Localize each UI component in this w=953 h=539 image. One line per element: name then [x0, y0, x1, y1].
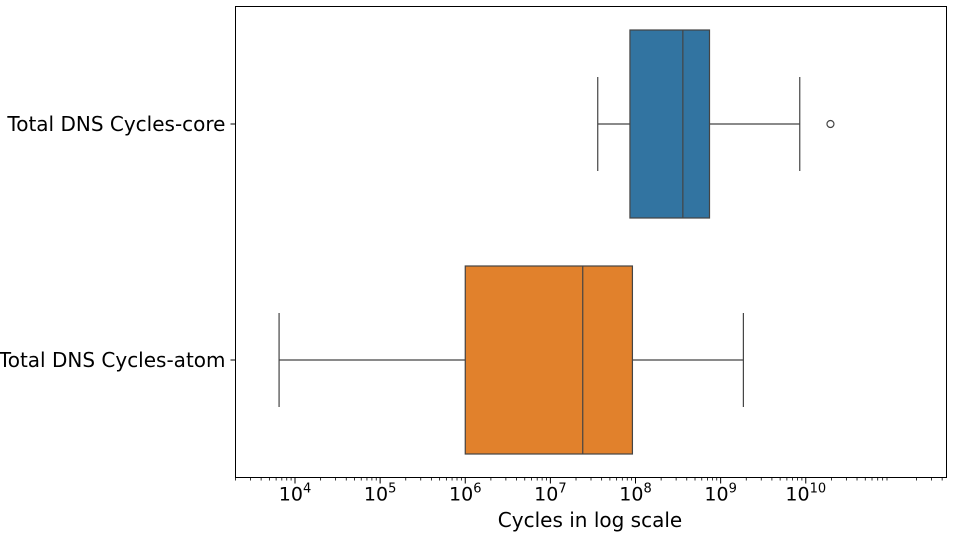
iqr-box: [464, 265, 634, 455]
x-axis: 104 105 106 107 108 109 1010: [235, 477, 943, 506]
category-label: Total DNS Cycles-core: [6, 112, 225, 136]
box-group: [278, 265, 744, 455]
category-label: Total DNS Cycles-atom: [0, 348, 226, 372]
boxes-layer: [278, 29, 835, 455]
x-tick-label: 105: [364, 482, 396, 506]
category-labels-layer: Total DNS Cycles-core Total DNS Cycles-at…: [0, 112, 236, 372]
x-tick-label: 1010: [785, 482, 826, 506]
x-tick-label: 104: [279, 482, 311, 506]
x-tick-label: 107: [534, 482, 566, 506]
x-tick-label: 109: [704, 482, 736, 506]
iqr-box: [629, 29, 711, 219]
outlier-point: [826, 119, 835, 129]
x-tick-label: 108: [619, 482, 651, 506]
box-group: [597, 29, 835, 219]
x-tick-label: 106: [449, 482, 481, 506]
x-axis-label: Cycles in log scale: [498, 508, 682, 532]
